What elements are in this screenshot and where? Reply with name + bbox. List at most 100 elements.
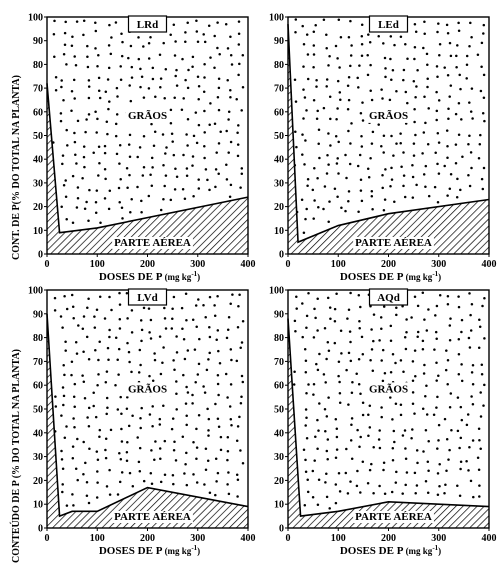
x-tick-label: 200 <box>140 533 155 544</box>
y-tick-label: 60 <box>274 107 284 118</box>
y-tick-label: 100 <box>269 286 284 297</box>
parte-aerea-label: PARTE AÉREA <box>355 237 432 249</box>
x-axis-label: DOSES DE P (mg kg-1) <box>99 544 200 557</box>
x-axis-label: DOSES DE P (mg kg-1) <box>340 270 441 283</box>
svg-text:AQd: AQd <box>377 292 400 304</box>
panel-title: LEd <box>368 15 409 33</box>
x-tick-label: 300 <box>190 259 205 270</box>
x-tick-label: 200 <box>140 259 155 270</box>
y-tick-label: 0 <box>279 250 284 261</box>
y-tick-label: 30 <box>33 452 43 463</box>
parte-aerea-label: PARTE AÉREA <box>355 511 432 523</box>
y-tick-label: 60 <box>33 381 43 392</box>
x-tick-label: 100 <box>90 259 105 270</box>
y-tick-label: 20 <box>33 202 43 213</box>
y-tick-label: 80 <box>274 60 284 71</box>
parte-aerea-area <box>47 83 248 254</box>
y-tick-label: 40 <box>33 155 43 166</box>
svg-text:LRd: LRd <box>137 19 158 31</box>
graos-label: GRÃOS <box>128 383 167 395</box>
y-tick-label: 20 <box>274 476 284 487</box>
y-tick-label: 70 <box>274 84 284 95</box>
boundary-line <box>46 83 249 234</box>
y-tick-label: 50 <box>33 405 43 416</box>
y-tick-label: 50 <box>274 405 284 416</box>
x-tick-label: 200 <box>381 259 396 270</box>
parte-aerea-area <box>288 318 489 528</box>
y-tick-label: 60 <box>274 381 284 392</box>
panel-lvd: 0 10 20 30 40 50 60 70 80 90 100 0 100 200 300 400 DOSES… <box>28 286 256 558</box>
x-tick-label: 400 <box>482 533 497 544</box>
panel-lrd: 0 10 20 30 40 50 60 70 80 90 100 0 100 200 300 400 DOSES… <box>28 13 256 284</box>
panel-title: LRd <box>127 15 168 33</box>
x-tick-label: 0 <box>45 533 50 544</box>
y-tick-label: 80 <box>274 333 284 344</box>
y-tick-label: 90 <box>274 36 284 47</box>
y-tick-label: 30 <box>274 452 284 463</box>
x-axis-label: DOSES DE P (mg kg-1) <box>340 544 441 557</box>
y-tick-label: 10 <box>33 226 43 237</box>
x-tick-label: 300 <box>431 533 446 544</box>
x-tick-label: 400 <box>241 259 256 270</box>
x-tick-label: 400 <box>241 533 256 544</box>
y-tick-label: 90 <box>33 36 43 47</box>
y-tick-label: 20 <box>274 202 284 213</box>
y-tick-label: 70 <box>33 84 43 95</box>
y-tick-label: 90 <box>274 309 284 320</box>
svg-text:LEd: LEd <box>378 19 399 31</box>
svg-text:LVd: LVd <box>137 292 157 304</box>
y-tick-label: 10 <box>274 226 284 237</box>
panel-led: 0 10 20 30 40 50 60 70 80 90 100 0 100 200 300 400 DOSES… <box>269 13 497 284</box>
x-tick-label: 300 <box>431 259 446 270</box>
y-tick-label: 50 <box>274 131 284 142</box>
parte-aerea-label: PARTE AÉREA <box>114 511 191 523</box>
y-tick-label: 40 <box>274 155 284 166</box>
x-tick-label: 100 <box>90 533 105 544</box>
x-tick-label: 0 <box>286 533 291 544</box>
x-axis-label: DOSES DE P (mg kg-1) <box>99 270 200 283</box>
y-tick-label: 10 <box>33 500 43 511</box>
graos-area <box>288 290 489 528</box>
graos-stipple <box>53 291 245 507</box>
y-tick-label: 80 <box>33 333 43 344</box>
boundary-line <box>287 24 490 244</box>
x-tick-label: 200 <box>381 533 396 544</box>
graos-label: GRÃOS <box>369 383 408 395</box>
y-tick-label: 40 <box>274 428 284 439</box>
graos-label: GRÃOS <box>128 110 167 122</box>
boundary-line <box>287 318 490 518</box>
graos-stipple <box>292 291 486 510</box>
y-tick-label: 0 <box>279 524 284 535</box>
y-tick-label: 30 <box>274 178 284 189</box>
y-tick-label: 0 <box>38 250 43 261</box>
parte-aerea-area <box>288 24 489 254</box>
parte-aerea-area <box>47 313 248 528</box>
x-tick-label: 0 <box>45 259 50 270</box>
panel-aqd: 0 10 20 30 40 50 60 70 80 90 100 0 100 200 300 400 DOSES… <box>269 286 497 558</box>
x-tick-label: 100 <box>331 259 346 270</box>
x-tick-label: 300 <box>190 533 205 544</box>
graos-label: GRÃOS <box>369 110 408 122</box>
y-tick-label: 10 <box>274 500 284 511</box>
y-axis-label-bottom: CONTEÚDO DE P (% DO TOTAL NA PLANTA) <box>10 349 22 563</box>
y-tick-label: 30 <box>33 178 43 189</box>
y-tick-label: 100 <box>269 13 284 24</box>
y-tick-label: 20 <box>33 476 43 487</box>
y-tick-label: 90 <box>33 309 43 320</box>
y-tick-label: 70 <box>274 357 284 368</box>
x-tick-label: 100 <box>331 533 346 544</box>
y-tick-label: 100 <box>28 13 43 24</box>
y-tick-label: 70 <box>33 357 43 368</box>
y-tick-label: 60 <box>33 107 43 118</box>
parte-aerea-label: PARTE AÉREA <box>114 237 191 249</box>
x-tick-label: 400 <box>482 259 497 270</box>
panel-title: LVd <box>127 288 168 306</box>
x-tick-label: 0 <box>286 259 291 270</box>
y-tick-label: 40 <box>33 428 43 439</box>
boundary-line <box>46 313 249 518</box>
graos-stipple <box>293 18 486 235</box>
panel-title: AQd <box>368 288 409 306</box>
y-tick-label: 80 <box>33 60 43 71</box>
y-tick-label: 50 <box>33 131 43 142</box>
